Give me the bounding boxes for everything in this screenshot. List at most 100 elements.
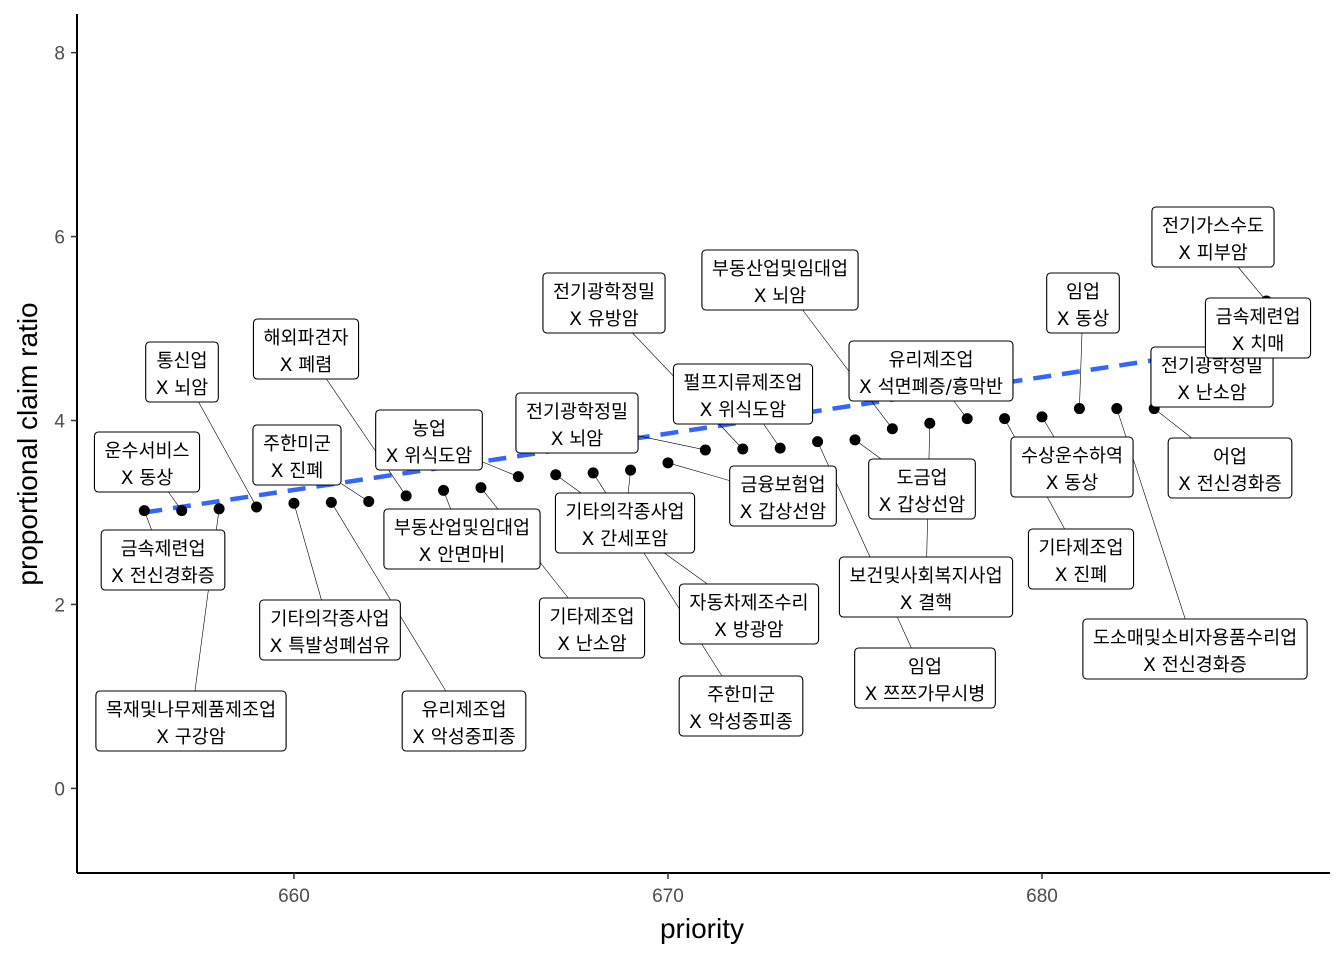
- y-axis-title: proportional claim ratio: [12, 302, 43, 585]
- data-point: [961, 413, 973, 425]
- point-label-line2: X 악성중피종: [412, 727, 516, 748]
- data-point: [924, 417, 936, 429]
- point-label-box: [538, 597, 646, 659]
- point-label-box: [145, 341, 219, 403]
- point-label-box: [678, 583, 820, 645]
- point-label-box: [554, 492, 696, 554]
- point-label-line2: X 뇌암: [551, 429, 604, 450]
- point-label-line2: X 안면마비: [419, 545, 506, 566]
- point-label-line2: X 전신경화증: [1143, 655, 1247, 676]
- y-tick-label: 0: [54, 779, 65, 800]
- point-label-line2: X 뇌암: [156, 378, 209, 399]
- point-label-line1: 임업: [1066, 282, 1100, 303]
- point-label-box: [1167, 437, 1293, 499]
- point-label: 금융보험업 X 갑상선암: [729, 465, 837, 527]
- point-label-line1: 금속제련업: [120, 539, 205, 560]
- data-point: [288, 497, 300, 509]
- point-label-line1: 금속제련업: [1215, 307, 1300, 328]
- data-point: [438, 484, 450, 496]
- point-label-box: [854, 647, 996, 709]
- point-label-line1: 통신업: [156, 351, 207, 372]
- point-label-line2: X 위식도암: [386, 446, 473, 467]
- point-label: 주한미군 X 악성중피종: [678, 675, 804, 737]
- point-label-box: [672, 363, 814, 425]
- data-point: [812, 436, 824, 448]
- data-point: [587, 467, 599, 479]
- point-label: 유리제조업 X 석면폐증/흉막반: [848, 340, 1014, 402]
- point-label: 통신업 X 뇌암: [145, 341, 219, 403]
- data-point: [886, 423, 898, 435]
- x-tick-label: 670: [652, 886, 684, 907]
- point-label-box: [259, 599, 401, 661]
- point-label-line1: 운수서비스: [104, 441, 189, 462]
- point-label-box: [95, 690, 287, 752]
- leader-line: [667, 462, 730, 481]
- point-label: 자동차제조수리 X 방광암: [678, 583, 820, 645]
- point-label-line2: X 진폐: [271, 461, 324, 482]
- leader-line: [198, 401, 257, 508]
- data-point: [999, 413, 1011, 425]
- data-point: [737, 443, 749, 455]
- point-label-line1: 전기광학정밀: [553, 282, 655, 303]
- point-label-box: [838, 556, 1014, 618]
- point-label-line1: 주한미군: [263, 434, 331, 455]
- data-point: [1111, 403, 1123, 415]
- data-point: [138, 505, 150, 517]
- data-point: [363, 495, 375, 507]
- point-label-line1: 금융보험업: [740, 475, 825, 496]
- data-point: [662, 457, 674, 469]
- data-point: [774, 442, 786, 454]
- data-point: [400, 490, 412, 502]
- point-label: 펄프지류제조업 X 위식도암: [672, 363, 814, 425]
- point-label-line2: X 동상: [1057, 309, 1110, 330]
- data-point: [213, 503, 225, 515]
- y-tick-label: 2: [54, 595, 65, 616]
- point-label: 해외파견자 X 폐렴: [252, 318, 360, 380]
- point-label-line1: 어업: [1213, 447, 1247, 468]
- point-label-line2: X 유방암: [569, 309, 639, 330]
- point-label-box: [252, 424, 342, 486]
- point-label-line2: X 피부암: [1178, 243, 1248, 264]
- leader-line: [293, 503, 322, 601]
- point-label-line2: X 갑상선암: [879, 495, 966, 516]
- point-label-line1: 농업: [412, 419, 446, 440]
- point-label-line1: 유리제조업: [888, 350, 973, 371]
- y-tick-label: 8: [54, 44, 65, 65]
- y-tick-label: 4: [54, 412, 65, 433]
- leader-line: [331, 502, 447, 692]
- point-label: 임업 X 동상: [1046, 272, 1120, 334]
- leader-line: [1079, 332, 1083, 409]
- point-label: 기타제조업 X 진폐: [1027, 528, 1135, 590]
- point-label: 임업 X 쯔쯔가무시병: [854, 647, 996, 709]
- point-label-line1: 기타제조업: [1038, 538, 1123, 559]
- point-label-box: [1151, 206, 1275, 268]
- point-label-line2: X 악성중피종: [689, 712, 793, 733]
- data-point: [1036, 411, 1048, 423]
- point-label-line1: 유리제조업: [421, 700, 506, 721]
- point-label-box: [848, 340, 1014, 402]
- point-label-line1: 펄프지류제조업: [683, 373, 802, 394]
- point-label-box: [1082, 618, 1308, 680]
- point-label: 기타의각종사업 X 특발성폐섬유: [259, 599, 401, 661]
- leader-line: [1237, 266, 1267, 302]
- point-label: 전기가스수도 X 피부암: [1151, 206, 1275, 268]
- point-label-line1: 기타의각종사업: [565, 502, 684, 523]
- point-label-line2: X 치매: [1232, 334, 1285, 355]
- point-label-line1: 전기가스수도: [1162, 216, 1264, 237]
- point-label-line1: 부동산업및임대업: [394, 518, 530, 539]
- data-point: [176, 505, 188, 517]
- point-label-line1: 주한미군: [707, 685, 775, 706]
- point-label: 금속제련업 X 치매: [1204, 297, 1312, 359]
- y-tick-label: 6: [54, 228, 65, 249]
- point-label: 주한미군 X 진폐: [252, 424, 342, 486]
- point-label-line2: X 특발성폐섬유: [270, 636, 391, 657]
- point-label: 유리제조업 X 악성중피종: [401, 690, 527, 752]
- point-label-line2: X 동상: [1046, 473, 1099, 494]
- point-label-box: [383, 508, 541, 570]
- data-point: [699, 444, 711, 456]
- point-label-box: [1010, 436, 1134, 498]
- point-label-line1: 도금업: [896, 468, 947, 489]
- point-label-line2: X 갑상선암: [740, 502, 827, 523]
- point-label: 목재및나무제품제조업 X 구강암: [95, 690, 287, 752]
